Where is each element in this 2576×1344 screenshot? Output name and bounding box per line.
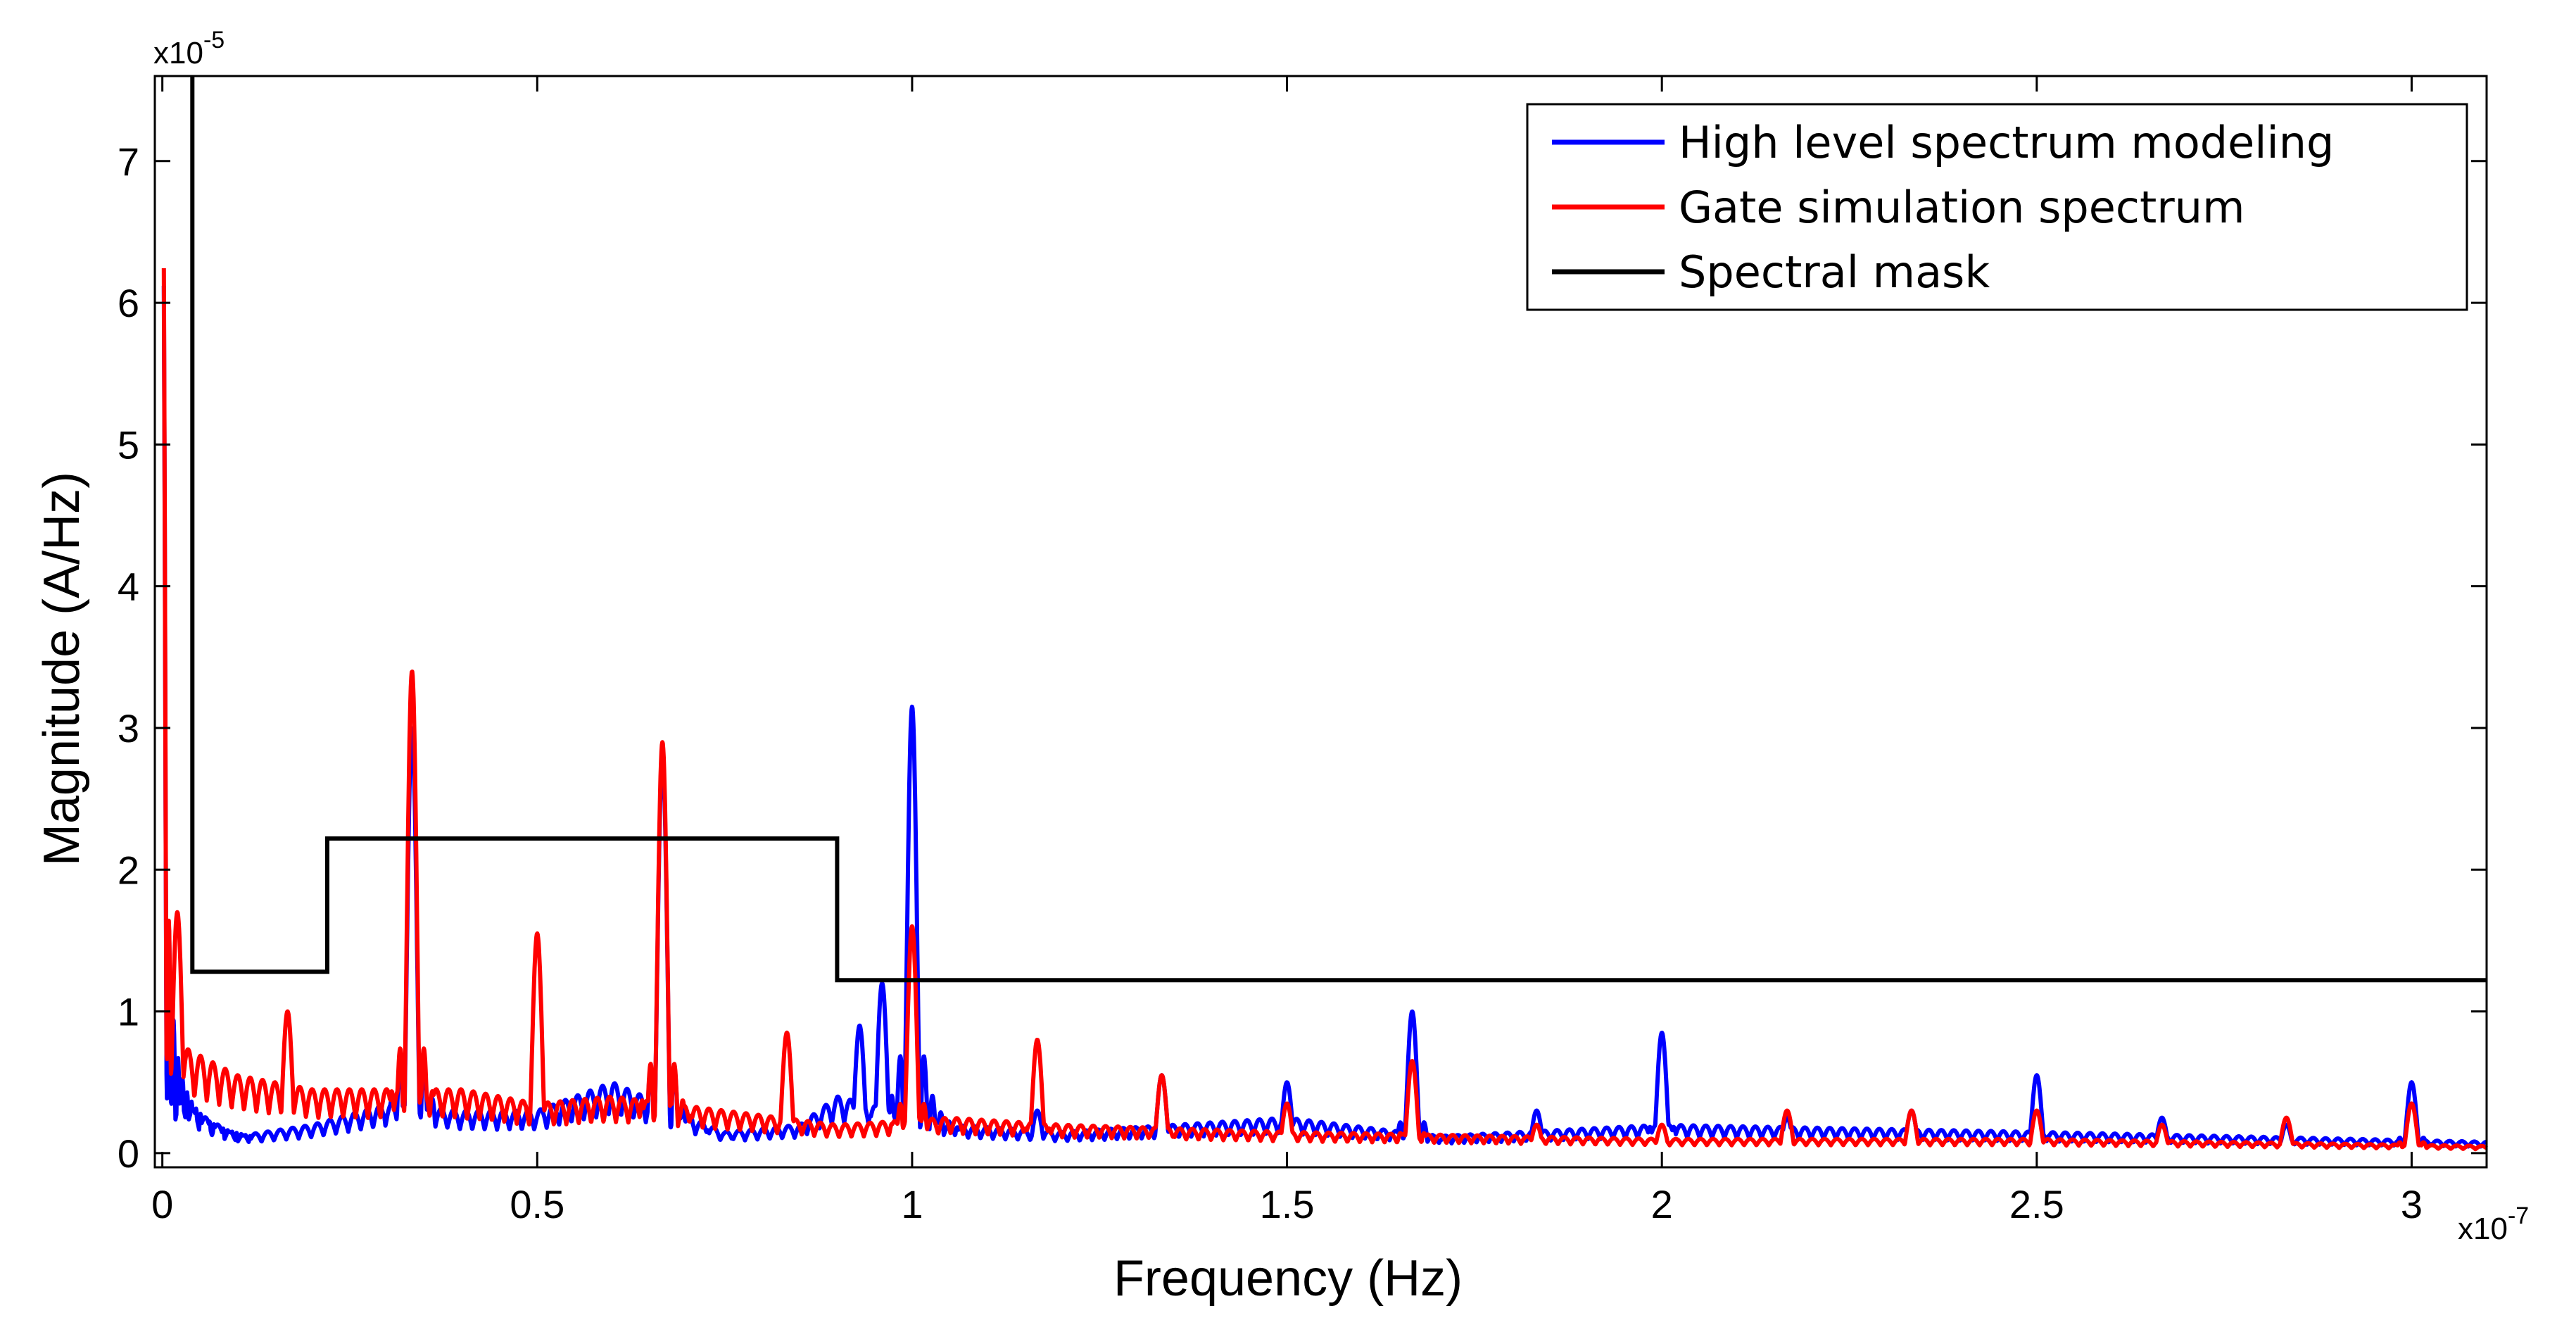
y-axis-label: Magnitude (A/Hz) <box>34 472 90 866</box>
x-axis-label: Frequency (Hz) <box>1113 1250 1463 1307</box>
x-tick-label: 1.5 <box>1260 1182 1315 1226</box>
y-tick-label: 3 <box>118 706 139 750</box>
series-layer <box>161 76 2489 1152</box>
legend-label-high-level: High level spectrum modeling <box>1679 117 2334 168</box>
y-tick-label: 2 <box>118 848 139 892</box>
y-multiplier-label: x10-5 <box>153 27 225 70</box>
x-tick-label: 0 <box>151 1182 173 1226</box>
legend-box <box>1526 103 2468 311</box>
y-multiplier-base: x10 <box>153 36 203 70</box>
y-tick-label: 7 <box>118 139 139 184</box>
x-multiplier-base: x10 <box>2458 1212 2508 1246</box>
y-tick-label: 5 <box>118 422 139 467</box>
x-multiplier-exponent: -7 <box>2508 1202 2529 1229</box>
y-tick-label: 1 <box>118 990 139 1034</box>
series-line-spectral-mask <box>190 76 2487 983</box>
x-multiplier-label: x10-7 <box>2458 1202 2529 1246</box>
x-tick-label: 3 <box>2401 1182 2423 1226</box>
y-tick-label: 0 <box>118 1131 139 1176</box>
x-tick-label: 1 <box>901 1182 923 1226</box>
y-multiplier-exponent: -5 <box>203 27 225 54</box>
legend-label-spectral-mask: Spectral mask <box>1679 246 1990 298</box>
x-tick-label: 2.5 <box>2009 1182 2064 1226</box>
x-tick-label: 0.5 <box>510 1182 564 1226</box>
series-line-gate-simulation <box>161 268 2489 1152</box>
y-tick-label: 6 <box>118 281 139 325</box>
legend-label-gate-simulation: Gate simulation spectrum <box>1679 182 2245 233</box>
ticks-layer: 0 0.5 1 1.5 2 2.5 3 0 1 2 3 4 5 6 7 <box>118 76 2487 1226</box>
legend: High level spectrum modeling Gate simula… <box>1526 103 2468 311</box>
x-tick-label: 2 <box>1651 1182 1673 1226</box>
y-tick-label: 4 <box>118 565 139 609</box>
plot-frame <box>153 75 2488 1169</box>
